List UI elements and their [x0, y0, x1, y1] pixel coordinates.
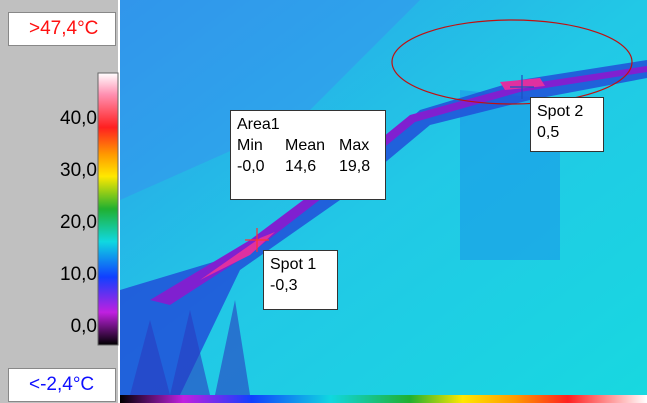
thermal-image	[0, 0, 647, 403]
scale-tick: 10,0	[0, 264, 97, 286]
spot2-label: Spot 2 0,5	[530, 97, 604, 152]
scale-tick-text: 30,0	[60, 160, 97, 181]
scale-tick: 0,0	[0, 316, 97, 338]
area1-name: Area1	[237, 114, 379, 135]
spot2-name: Spot 2	[537, 101, 597, 122]
area1-value: -0,0	[237, 156, 285, 177]
area1-header: Max	[339, 135, 383, 156]
area1-value: 14,6	[285, 156, 339, 177]
thermal-viewer: >47,4°C <-2,4°C 40,0 30,0 20,0 10,0 0,0 Area…	[0, 0, 647, 403]
scale-tick-text: 40,0	[60, 108, 97, 129]
spot2-value: 0,5	[537, 122, 597, 143]
spot1-label: Spot 1 -0,3	[263, 250, 338, 310]
area1-header: Mean	[285, 135, 339, 156]
area1-value: 19,8	[339, 156, 383, 177]
scale-tick-text: 20,0	[60, 212, 97, 233]
scale-tick-text: 0,0	[71, 316, 97, 337]
area1-header: Min	[237, 135, 285, 156]
scale-tick: 30,0	[0, 160, 97, 182]
scale-tick-text: 10,0	[60, 264, 97, 285]
spot1-name: Spot 1	[270, 254, 331, 275]
max-label: >47,4°C	[8, 12, 116, 46]
min-label: <-2,4°C	[8, 368, 116, 402]
scale-tick: 40,0	[0, 108, 97, 130]
scale-tick: 20,0	[0, 212, 97, 234]
spot1-value: -0,3	[270, 275, 331, 296]
